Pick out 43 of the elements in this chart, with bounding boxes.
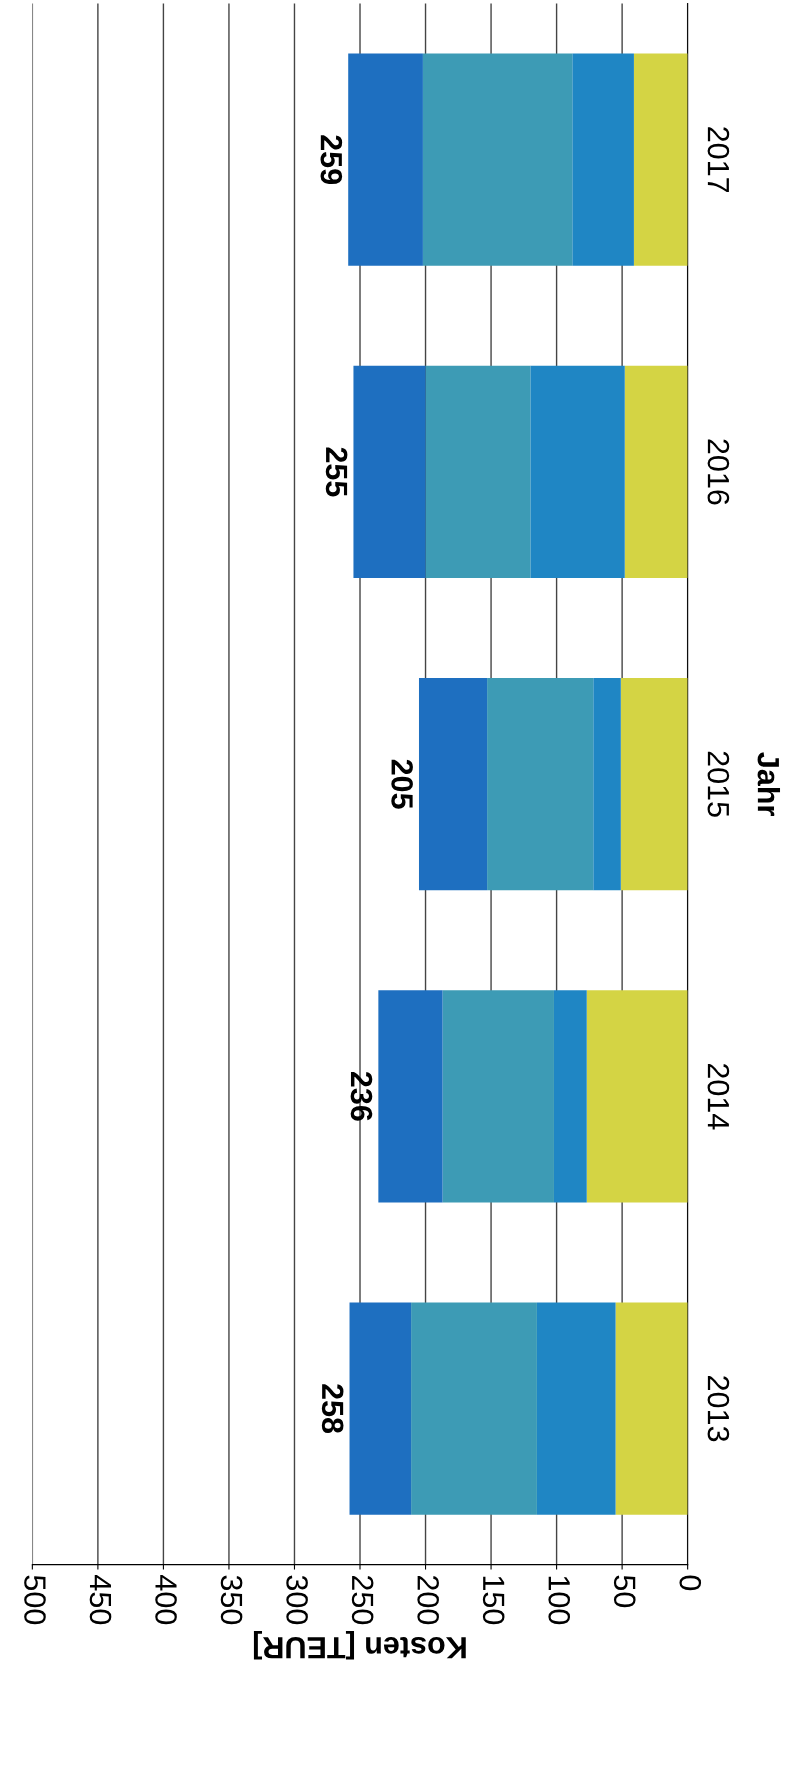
x-axis-title: Kosten [TEUR] <box>253 1630 466 1660</box>
total-label: 259 <box>320 135 343 185</box>
x-tick-label: 50 <box>613 1575 636 1608</box>
x-tick-label: 400 <box>155 1575 177 1625</box>
y-tick-label: 2015 <box>707 751 730 817</box>
bar <box>530 365 625 579</box>
bar <box>442 990 554 1203</box>
bar <box>624 365 688 579</box>
bar <box>615 1302 688 1515</box>
bar <box>487 677 594 891</box>
bar <box>572 53 634 266</box>
bar <box>353 365 426 579</box>
total-label: 236 <box>350 1071 373 1121</box>
x-tick-label: 200 <box>417 1575 439 1625</box>
bar <box>378 990 443 1203</box>
total-label: 255 <box>325 447 348 497</box>
x-tick-label: 250 <box>351 1575 374 1625</box>
bar <box>536 1302 616 1515</box>
bar <box>620 677 688 891</box>
y-tick-label: 2014 <box>707 1063 730 1130</box>
x-tick-label: 150 <box>482 1576 505 1625</box>
total-label: 258 <box>321 1384 344 1434</box>
total-label: 205 <box>391 759 413 809</box>
bar <box>418 677 488 891</box>
bar <box>425 365 531 579</box>
bar <box>633 53 688 266</box>
bar <box>593 677 621 891</box>
y-tick-label: 2013 <box>707 1376 730 1442</box>
bar <box>411 1302 537 1515</box>
y-tick-label: 2017 <box>707 127 730 193</box>
bar <box>348 53 423 266</box>
bar <box>553 990 587 1203</box>
x-tick-label: 450 <box>89 1575 112 1625</box>
x-tick-label: 350 <box>220 1575 243 1625</box>
bar <box>349 1302 412 1515</box>
bar <box>586 990 688 1203</box>
y-tick-label: 2016 <box>707 439 730 505</box>
x-tick-label: 100 <box>548 1576 571 1625</box>
bar <box>422 53 573 266</box>
y-axis-title: Jahr <box>757 752 781 816</box>
x-tick-label: 500 <box>24 1575 46 1625</box>
x-tick-label: 300 <box>286 1575 308 1625</box>
x-tick-label: 0 <box>679 1575 702 1591</box>
